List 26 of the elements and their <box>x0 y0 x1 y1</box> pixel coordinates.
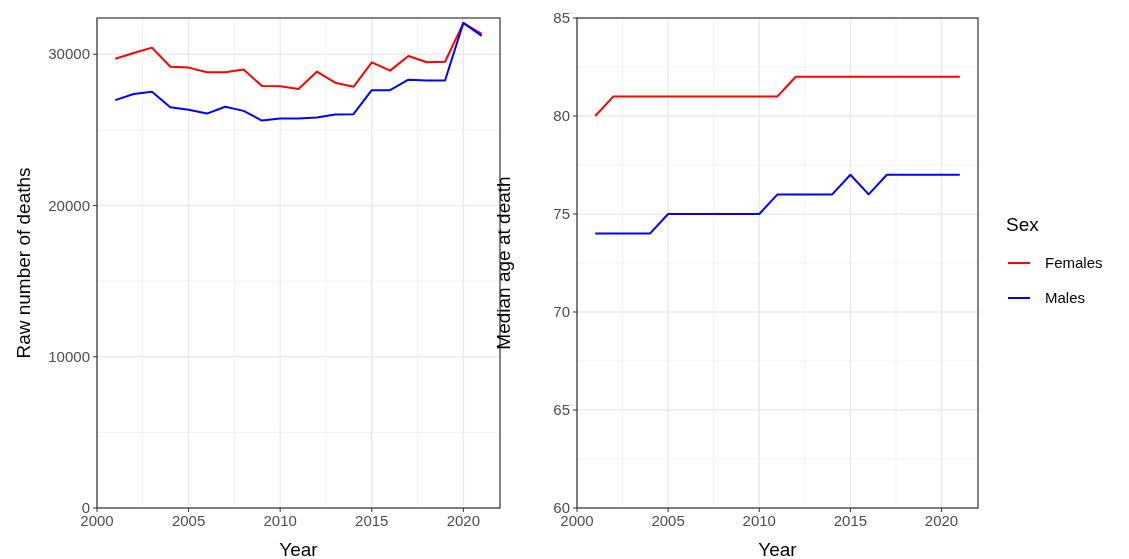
x-tick-label: 2005 <box>651 512 685 529</box>
x-tick-label: 2015 <box>833 512 868 529</box>
y-tick-label: 75 <box>553 205 570 222</box>
x-tick-label: 2020 <box>924 512 959 529</box>
y-axis-title: Median age at death <box>493 176 514 350</box>
y-axis-title: Raw number of deaths <box>13 167 34 359</box>
x-axis-title: Year <box>758 539 798 559</box>
x-axis-title: Year <box>279 539 319 559</box>
line-series <box>594 173 961 235</box>
y-tick-label: 85 <box>553 9 570 26</box>
line-series <box>114 21 483 122</box>
y-tick-label: 10000 <box>48 347 90 365</box>
x-tick-label: 2010 <box>263 512 297 529</box>
y-tick-label: 30000 <box>48 45 90 63</box>
y-tick-label: 70 <box>553 303 570 320</box>
legend-title: Sex <box>1006 214 1040 235</box>
y-tick-label: 20000 <box>48 196 90 214</box>
x-tick-label: 2020 <box>446 512 481 529</box>
line-series <box>114 22 483 91</box>
legend-label: Females <box>1045 254 1103 271</box>
y-tick-label: 65 <box>553 401 570 418</box>
x-tick-label: 2015 <box>355 512 389 529</box>
y-tick-label: 80 <box>553 107 570 124</box>
x-tick-label: 2010 <box>742 512 776 529</box>
x-tick-label: 2005 <box>171 512 206 529</box>
legend-label: Males <box>1045 289 1086 306</box>
